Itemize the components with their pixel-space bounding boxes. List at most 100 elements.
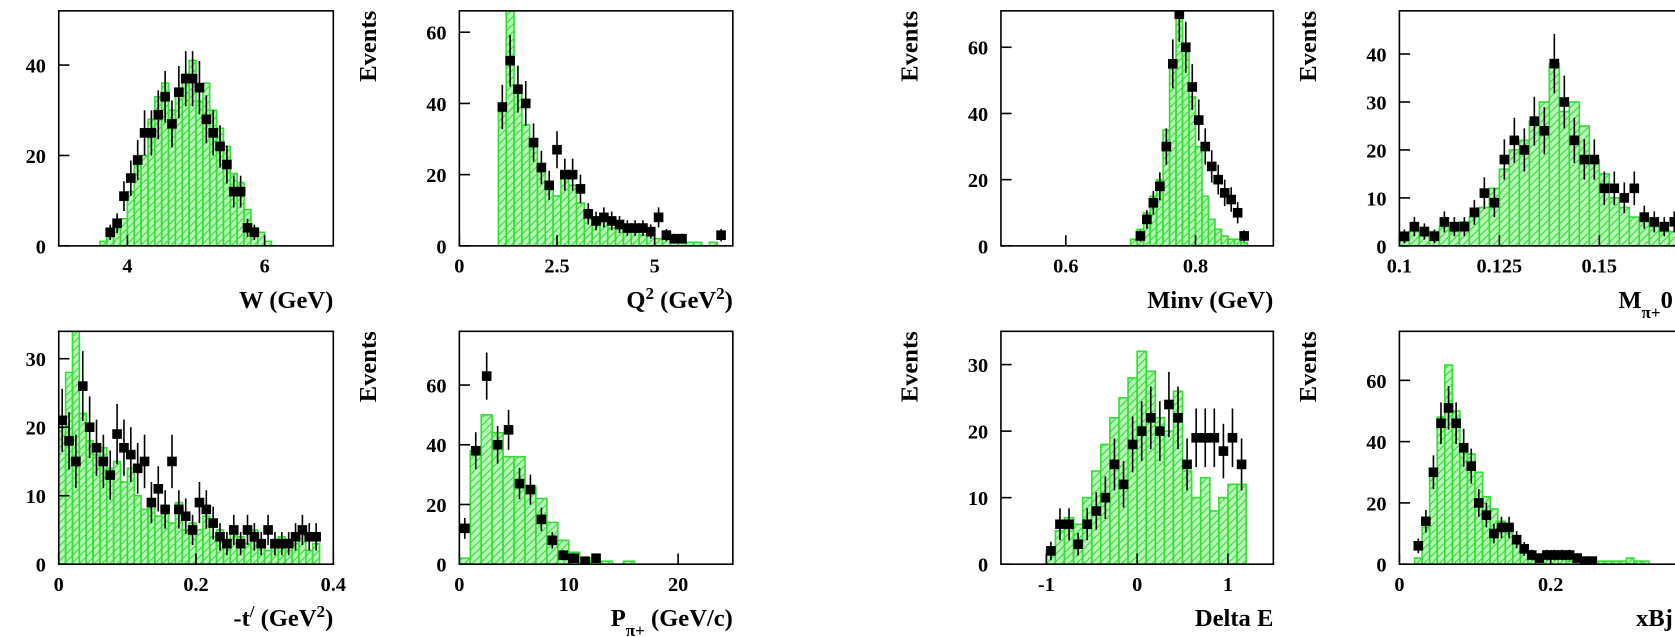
data-point — [1649, 217, 1660, 227]
histogram-bar — [459, 557, 472, 565]
data-point — [661, 230, 672, 240]
x-axis-label-part: (GeV — [255, 605, 317, 632]
y-tick-label: 20 — [426, 495, 446, 517]
data-point — [1073, 539, 1083, 550]
data-point — [1599, 183, 1610, 194]
data-point — [1174, 10, 1185, 19]
y-tick-label: 60 — [968, 38, 988, 60]
frame — [1398, 330, 1675, 565]
data-point — [105, 470, 116, 480]
data-point — [525, 484, 536, 495]
x-axis-label-part: xBj — [1636, 605, 1673, 632]
histogram-bar — [638, 234, 648, 246]
data-point — [132, 155, 143, 165]
data-point — [1542, 550, 1552, 560]
x-tick-label: 0 — [1132, 574, 1142, 596]
data-point — [1219, 188, 1230, 198]
data-point — [64, 436, 74, 446]
data-point — [146, 128, 157, 138]
data-point — [580, 556, 590, 565]
y-axis-label: Events — [897, 331, 924, 402]
y-tick-label: 0 — [1376, 555, 1386, 577]
data-point — [1499, 154, 1510, 165]
data-point — [311, 531, 321, 542]
data-point — [235, 538, 246, 549]
data-point — [222, 159, 232, 170]
x-tick-label: -1 — [1038, 574, 1055, 596]
data-point — [1419, 226, 1430, 237]
histogram-bar — [1227, 483, 1238, 565]
data-point — [569, 553, 580, 564]
data-point — [167, 119, 177, 129]
data-point — [1569, 135, 1580, 146]
plot-area — [58, 331, 321, 565]
data-point — [249, 227, 260, 238]
histogram-bar — [126, 467, 136, 565]
data-point — [1469, 207, 1480, 218]
data-point — [669, 233, 680, 244]
x-tick-label: 0.6 — [1053, 256, 1078, 278]
y-tick-label: 20 — [1366, 493, 1386, 515]
data-point — [1091, 506, 1102, 516]
histogram-bar — [1668, 230, 1675, 246]
x-axis-label-part: 2 — [317, 602, 326, 621]
histogram-bar — [195, 529, 204, 565]
data-point — [153, 109, 164, 120]
y-tick-label: 40 — [426, 94, 446, 116]
x-axis-label: xBj — [1636, 605, 1673, 632]
data-point — [297, 525, 308, 535]
data-point — [536, 162, 547, 173]
histogram-bar — [133, 494, 142, 565]
histogram-bar — [1168, 63, 1177, 246]
data-point — [139, 456, 150, 467]
plot-area — [459, 352, 636, 565]
plot-area — [99, 51, 273, 246]
data-point — [1239, 231, 1249, 241]
x-axis-label: Delta E — [1195, 605, 1273, 632]
data-point — [242, 525, 253, 535]
data-point — [1429, 231, 1440, 242]
y-axis-label: Events — [1295, 331, 1322, 402]
data-point — [1200, 141, 1211, 152]
x-tick-label: 0 — [1394, 574, 1404, 596]
data-point — [222, 538, 232, 549]
data-point — [1218, 446, 1229, 456]
data-point — [1428, 467, 1439, 478]
data-point — [645, 226, 656, 237]
y-tick-label: 30 — [968, 355, 988, 377]
data-point — [1526, 550, 1537, 560]
data-point — [1529, 116, 1540, 126]
data-point — [1564, 550, 1575, 560]
x-axis-label: W (GeV) — [239, 287, 333, 314]
y-tick-label: 20 — [1366, 140, 1386, 162]
data-point — [552, 144, 562, 155]
data-point — [270, 538, 280, 549]
data-point — [1213, 174, 1224, 185]
x-tick-label: 0.4 — [321, 574, 346, 596]
data-point — [167, 456, 177, 467]
histogram-bar — [1236, 483, 1247, 565]
y-axis-label: Events — [1295, 11, 1322, 82]
histogram-bar — [600, 560, 614, 565]
data-point — [304, 531, 315, 542]
y-axis-label: Events — [897, 11, 924, 82]
data-point — [1206, 161, 1217, 172]
data-point — [1118, 479, 1129, 490]
y-tick-label: 10 — [1366, 188, 1386, 210]
data-point — [560, 169, 570, 180]
data-point — [1155, 181, 1165, 192]
histogram-bar — [1227, 238, 1236, 246]
histogram-bar — [1181, 46, 1190, 246]
data-point — [160, 91, 170, 102]
y-tick-label: 30 — [1366, 92, 1386, 114]
data-point — [208, 128, 218, 138]
histogram-bar — [575, 202, 586, 246]
data-point — [1413, 541, 1424, 551]
plot-area — [1399, 33, 1675, 246]
data-point — [1109, 459, 1120, 470]
histogram-bar — [1498, 168, 1511, 246]
histogram-bar — [1625, 557, 1635, 565]
data-point — [84, 422, 95, 433]
data-point — [1168, 59, 1178, 69]
histogram-bar — [606, 227, 617, 246]
